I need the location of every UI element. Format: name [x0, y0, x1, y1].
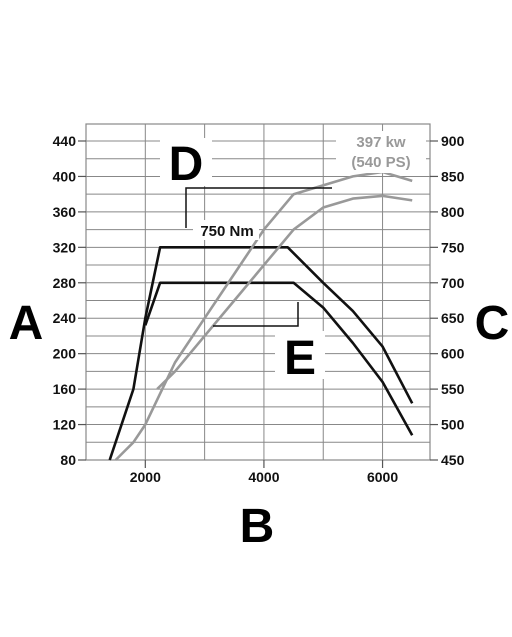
label-d: D	[169, 138, 204, 191]
annotations: D E 750 Nm 397 kw (540 PS)	[160, 131, 426, 385]
label-e-leader	[213, 302, 299, 327]
series-line-3	[114, 170, 413, 461]
torque-peak-label: 750 Nm	[200, 223, 253, 240]
left-tick-label: 280	[53, 275, 77, 291]
right-tick-label: 900	[441, 133, 465, 149]
series-line-2	[144, 281, 414, 436]
x-tick-label: 2000	[130, 469, 161, 485]
label-e-background	[275, 331, 325, 379]
label-e: E	[284, 332, 316, 385]
power-label-background	[336, 131, 426, 173]
right-tick-label: 700	[441, 275, 465, 291]
series-line-1	[108, 246, 414, 461]
right-tick-label: 550	[441, 381, 465, 397]
left-tick-label: 400	[53, 168, 77, 184]
left-tick-label: 200	[53, 346, 77, 362]
right-tick-label: 750	[441, 239, 465, 255]
axis-label-right: C	[475, 297, 510, 350]
left-tick-label: 240	[53, 310, 77, 326]
left-tick-label: 320	[53, 239, 77, 255]
plot-frame	[85, 123, 431, 461]
left-tick-label: 80	[60, 452, 76, 468]
right-tick-label: 650	[441, 310, 465, 326]
tick-labels: 80 120 160 200 240 280 320 360 400 440 450 500 550 60…	[9, 133, 510, 553]
right-tick-label: 450	[441, 452, 465, 468]
right-tick-label: 500	[441, 417, 465, 433]
grid	[78, 123, 438, 468]
left-tick-label: 360	[53, 204, 77, 220]
axis-label-bottom: B	[240, 500, 275, 553]
label-d-leader	[185, 187, 332, 228]
right-tick-label: 800	[441, 204, 465, 220]
x-tick-label: 6000	[367, 469, 398, 485]
right-tick-label: 850	[441, 168, 465, 184]
power-peak-kw-label: 397 kw	[356, 134, 406, 151]
power-peak-ps-label: (540 PS)	[351, 154, 410, 171]
left-tick-label: 120	[53, 417, 77, 433]
x-tick-label: 4000	[248, 469, 279, 485]
left-tick-label: 440	[53, 133, 77, 149]
series-line-4	[156, 194, 413, 391]
label-d-background	[160, 138, 212, 186]
series-lines	[108, 170, 414, 461]
left-tick-label: 160	[53, 381, 77, 397]
axis-label-left: A	[9, 297, 44, 350]
right-tick-label: 600	[441, 346, 465, 362]
torque-label-background	[193, 220, 259, 240]
